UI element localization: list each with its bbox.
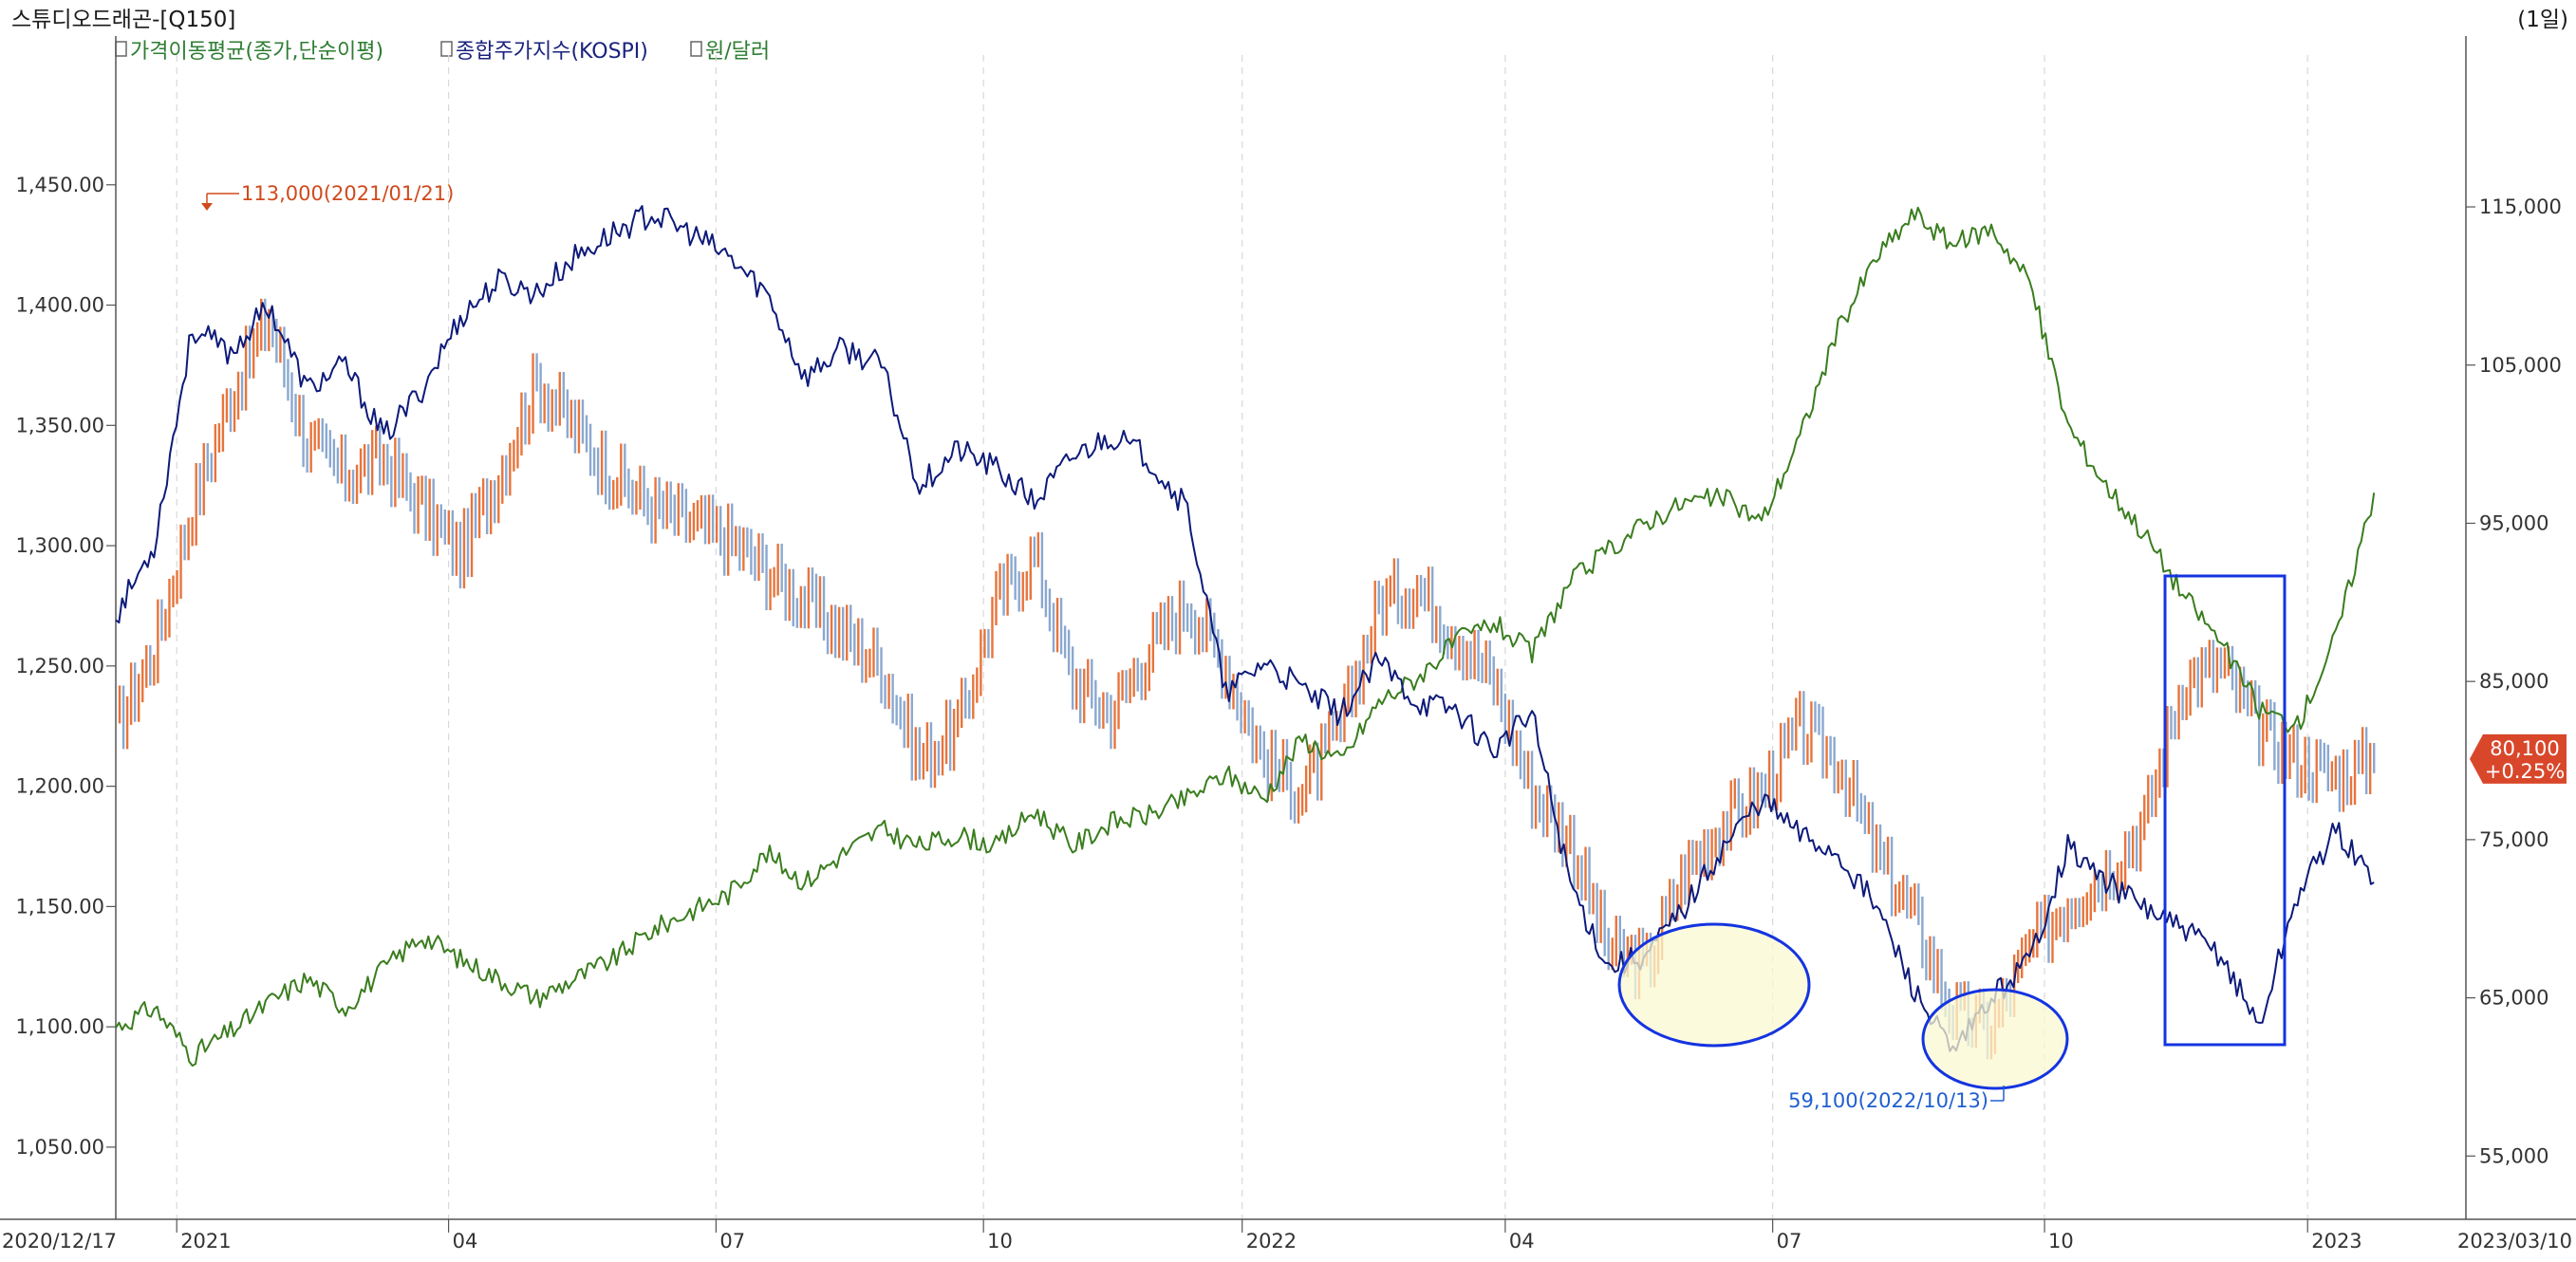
low-annotation: 59,100(2022/10/13): [1788, 1089, 1988, 1112]
period-label: (1일): [2517, 8, 2568, 32]
axes: 2021 04 07 10 2022 04 07 10 2023 2020/12/17 2023/0…: [0, 36, 2576, 1253]
annotations: 113,000(2021/01/21) 59,100(2022/10/13) 80,…: [201, 182, 2567, 1112]
chart-title: 스튜디오드래곤-[Q150]: [11, 8, 235, 32]
high-marker-arrow: [201, 203, 213, 211]
right-tick-label: 105,000: [2479, 354, 2562, 377]
left-tick-label: 1,300.00: [15, 534, 104, 557]
left-tick-label: 1,200.00: [15, 775, 104, 798]
left-tick-label: 1,250.00: [15, 655, 104, 677]
legend-item-usdkrw[interactable]: 원/달러: [705, 40, 770, 64]
x-tick-label: 07: [1777, 1230, 1802, 1253]
right-tick-label: 95,000: [2479, 511, 2548, 534]
usdkrw-line: [115, 206, 2376, 1067]
highlight-rectangle: [2163, 574, 2287, 1047]
left-tick-label: 1,150.00: [15, 895, 104, 918]
x-end-label: 2023/03/10: [2457, 1230, 2572, 1253]
highlight-ellipse: [1921, 988, 2069, 1090]
legend-icon-kospi: [440, 41, 453, 57]
x-tick-label: 2023: [2311, 1230, 2361, 1253]
right-tick-label: 55,000: [2479, 1144, 2548, 1167]
legend-item-ma[interactable]: 가격이동평균(종가,단순이평): [130, 40, 383, 64]
right-tick-label: 85,000: [2479, 670, 2548, 693]
right-tick-label: 75,000: [2479, 828, 2548, 851]
x-tick-label: 07: [719, 1230, 745, 1253]
x-start-label: 2020/12/17: [2, 1230, 117, 1253]
highlight-shapes: [1617, 574, 2287, 1090]
left-tick-label: 1,050.00: [15, 1136, 104, 1159]
left-tick-label: 1,400.00: [15, 294, 104, 317]
x-tick-label: 04: [1509, 1230, 1535, 1253]
left-tick-label: 1,100.00: [15, 1015, 104, 1038]
kospi-line: [115, 205, 2375, 1052]
legend-icon-usdkrw: [690, 41, 702, 57]
last-price-value: 80,100: [2490, 737, 2559, 760]
left-tick-label: 1,350.00: [15, 414, 104, 436]
highlight-ellipse: [1617, 922, 1811, 1048]
x-tick-label: 04: [453, 1230, 478, 1253]
left-tick-label: 1,450.00: [15, 174, 104, 196]
x-tick-label: 2021: [180, 1230, 231, 1253]
x-tick-label: 10: [987, 1230, 1013, 1253]
high-annotation: 113,000(2021/01/21): [241, 182, 454, 205]
legend-item-kospi[interactable]: 종합주가지수(KOSPI): [456, 40, 648, 64]
right-tick-label: 115,000: [2479, 195, 2562, 218]
x-tick-label: 2022: [1246, 1230, 1297, 1253]
line-series: [115, 205, 2376, 1067]
last-price-change: +0.25%: [2485, 760, 2565, 783]
right-tick-label: 65,000: [2479, 987, 2548, 1010]
x-tick-label: 10: [2048, 1230, 2074, 1253]
last-price-tag: [2470, 733, 2567, 784]
